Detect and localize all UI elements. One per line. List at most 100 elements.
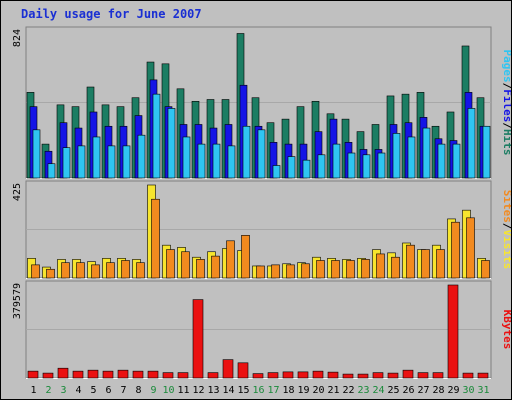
kbytes-bar (132, 370, 144, 379)
x-tick-label: 1 (30, 385, 36, 396)
kbytes-bar (372, 372, 384, 379)
sites-bar (286, 264, 295, 279)
y-axis-label-hits-part: Hits (501, 129, 511, 156)
x-tick-label: 25 (387, 385, 399, 396)
sites-bar (46, 268, 55, 279)
y-axis-label-kbytes: KBytes (501, 310, 511, 350)
x-tick-label: 24 (372, 385, 384, 396)
x-tick-label: 21 (327, 385, 339, 396)
x-tick-label: 28 (432, 385, 444, 396)
y-max-label: 379579 (12, 283, 23, 319)
x-tick-label: 3 (60, 385, 66, 396)
kbytes-bar (282, 371, 294, 379)
x-tick-label: 16 (252, 385, 264, 396)
kbytes-bar (87, 369, 99, 379)
pages-bar (422, 127, 431, 179)
sites-bar (106, 262, 115, 279)
sites-bar (346, 260, 355, 279)
pages-bar (377, 152, 386, 179)
kbytes-bar (237, 362, 249, 379)
x-tick-label: 5 (90, 385, 96, 396)
pages-bar (272, 165, 281, 179)
pages-bar (437, 143, 446, 179)
pages-bar (107, 145, 116, 179)
kbytes-bar (57, 367, 69, 379)
sites-bar (196, 259, 205, 279)
kbytes-bar (297, 371, 309, 379)
kbytes-bar (177, 372, 189, 379)
x-tick-label: 17 (267, 385, 279, 396)
sites-bar (91, 264, 100, 279)
pages-bar (392, 133, 401, 179)
kbytes-bar (267, 372, 279, 379)
x-tick-label: 15 (237, 385, 249, 396)
pages-bar (167, 108, 176, 179)
y-axis-label-hits-part: / (501, 122, 511, 129)
sites-bar (436, 249, 445, 279)
y-axis-label-hits: Pages/Files/Hits (501, 50, 511, 156)
kbytes-bar (342, 373, 354, 379)
kbytes-bar (387, 372, 399, 379)
kbytes-bar (417, 372, 429, 379)
y-axis-label-hits-part: / (501, 83, 511, 90)
y-axis-label-hits-part: Files (501, 89, 511, 122)
x-tick-label: 8 (135, 385, 141, 396)
x-tick-label: 22 (342, 385, 354, 396)
x-tick-label: 23 (357, 385, 369, 396)
sites-bar (271, 264, 280, 279)
pages-bar (182, 136, 191, 179)
sites-bar (406, 244, 415, 279)
pages-bar (407, 136, 416, 179)
sites-bar (421, 249, 430, 279)
sites-bar (61, 262, 70, 279)
x-tick-label: 18 (282, 385, 294, 396)
sites-bar (211, 255, 220, 279)
kbytes-bar (27, 370, 39, 379)
x-tick-label: 11 (177, 385, 189, 396)
pages-bar (347, 152, 356, 179)
y-axis-label-visits: Sites/Visits (501, 190, 511, 270)
x-tick-label: 30 (462, 385, 474, 396)
pages-bar (452, 143, 461, 179)
sites-bar (301, 263, 310, 279)
x-tick-label: 4 (75, 385, 81, 396)
y-axis-label-visits-part: Visits (501, 230, 511, 270)
pages-bar (152, 93, 161, 179)
kbytes-bar (327, 371, 339, 379)
pages-bar (332, 143, 341, 179)
kbytes-bar (117, 369, 129, 379)
kbytes-bar (432, 372, 444, 379)
kbytes-bar (477, 372, 489, 379)
pages-bar (62, 147, 71, 179)
kbytes-bar (102, 370, 114, 379)
sites-bar (361, 259, 370, 279)
pages-bar (482, 125, 491, 179)
sites-bar (331, 260, 340, 279)
kbytes-bar (402, 369, 414, 379)
x-tick-label: 12 (192, 385, 204, 396)
x-tick-label: 9 (150, 385, 156, 396)
kbytes-bar (357, 373, 369, 379)
pages-bar (92, 136, 101, 179)
x-tick-label: 29 (447, 385, 459, 396)
sites-bar (481, 260, 490, 279)
y-axis-label-visits-part: / (501, 223, 511, 230)
y-axis-label-visits-part: Sites (501, 190, 511, 223)
pages-bar (122, 145, 131, 179)
sites-bar (241, 235, 250, 279)
sites-bar (256, 265, 265, 279)
x-tick-label: 6 (105, 385, 111, 396)
pages-bar (227, 145, 236, 179)
pages-bar (47, 163, 56, 179)
kbytes-bar (72, 370, 84, 379)
x-tick-label: 26 (402, 385, 414, 396)
pages-bar (77, 145, 86, 179)
kbytes-bar (222, 359, 234, 379)
y-axis-label-hits-part: Pages (501, 50, 511, 83)
sites-bar (451, 221, 460, 279)
kbytes-bar (447, 284, 459, 379)
pages-bar (302, 159, 311, 179)
sites-bar (151, 198, 160, 279)
pages-bar (137, 134, 146, 179)
